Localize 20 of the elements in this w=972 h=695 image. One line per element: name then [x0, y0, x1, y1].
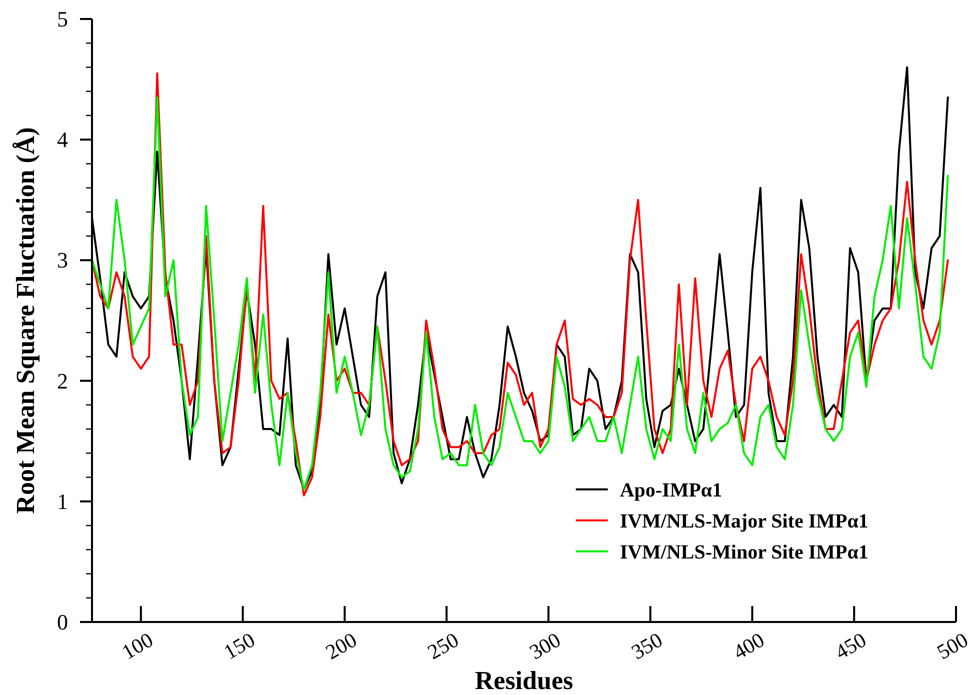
- x-tick-label: 300: [525, 628, 565, 664]
- y-tick-label: 1: [57, 488, 68, 514]
- x-tick-label: 250: [423, 628, 463, 664]
- y-tick-label: 2: [57, 368, 68, 394]
- y-tick-label: 5: [57, 6, 68, 32]
- x-tick-label: 350: [627, 628, 666, 664]
- x-tick-label: 450: [830, 628, 870, 664]
- x-tick-label: 100: [118, 628, 158, 664]
- x-tick-label: 150: [220, 628, 259, 664]
- x-tick-label: 200: [322, 628, 361, 664]
- y-tick-label: 4: [57, 127, 68, 152]
- y-tick-label: 3: [57, 248, 68, 273]
- x-tick-label: 500: [932, 628, 972, 664]
- legend-label: Apo-IMPα1: [620, 479, 722, 502]
- y-axis-title: Root Mean Square Fluctuation (Å): [11, 127, 40, 514]
- legend-label: IVM/NLS-Minor Site IMPα1: [620, 541, 868, 564]
- y-tick-label: 0: [57, 610, 68, 634]
- legend-label: IVM/NLS-Major Site IMPα1: [620, 510, 868, 532]
- x-axis-title: Residues: [474, 666, 574, 695]
- x-tick-label: 400: [729, 628, 768, 664]
